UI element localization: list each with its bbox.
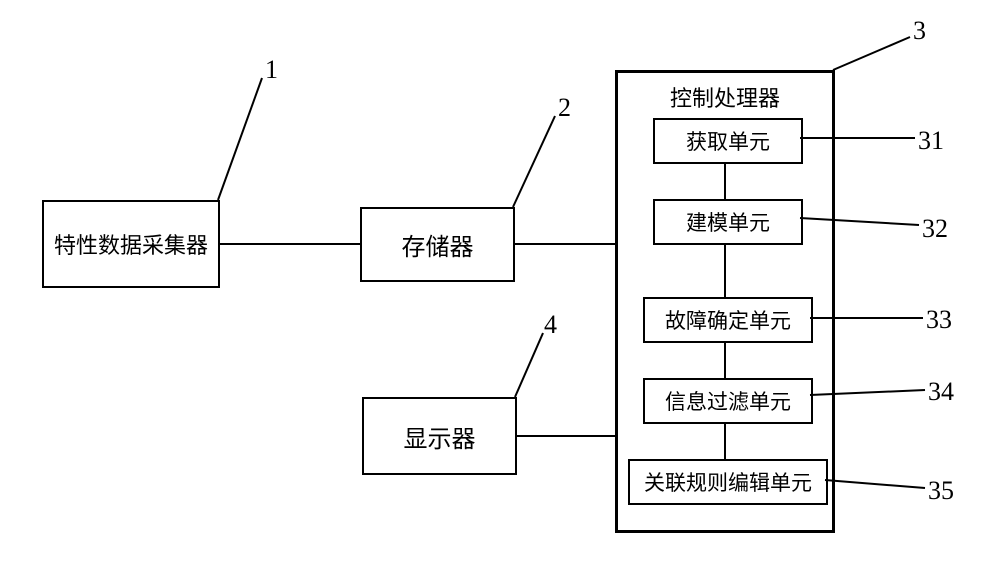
memory-box: 存储器 [360, 207, 515, 282]
connector-0-1 [724, 164, 726, 199]
processor-title: 控制处理器 [618, 81, 832, 113]
display-box: 显示器 [362, 397, 517, 475]
label-33: 33 [926, 305, 952, 335]
display-label: 显示器 [404, 419, 476, 454]
unit-filter: 信息过滤单元 [643, 378, 813, 424]
unit-fault: 故障确定单元 [643, 297, 813, 343]
collector-box: 特性数据采集器 [42, 200, 220, 288]
label-31: 31 [918, 126, 944, 156]
connector-1-2 [724, 245, 726, 297]
collector-label: 特性数据采集器 [54, 228, 208, 260]
line-collector-memory [220, 243, 360, 245]
memory-label: 存储器 [402, 227, 474, 262]
line-memory-processor [515, 243, 615, 245]
processor-box: 控制处理器 获取单元 建模单元 故障确定单元 信息过滤单元 关联规则编辑单元 [615, 70, 835, 533]
label-2: 2 [558, 93, 571, 123]
label-32: 32 [922, 214, 948, 244]
label-34: 34 [928, 377, 954, 407]
diagram-canvas: 特性数据采集器 存储器 显示器 控制处理器 获取单元 建模单元 故障确定单元 信… [0, 0, 1000, 586]
label-4: 4 [544, 310, 557, 340]
label-3: 3 [913, 16, 926, 46]
line-display-processor [517, 435, 615, 437]
connector-3-4 [724, 424, 726, 459]
unit-model: 建模单元 [653, 199, 803, 245]
label-1: 1 [265, 55, 278, 85]
unit-acquire: 获取单元 [653, 118, 803, 164]
unit-rule-edit: 关联规则编辑单元 [628, 459, 828, 505]
label-35: 35 [928, 476, 954, 506]
leader-lines [0, 0, 1000, 586]
connector-2-3 [724, 343, 726, 378]
